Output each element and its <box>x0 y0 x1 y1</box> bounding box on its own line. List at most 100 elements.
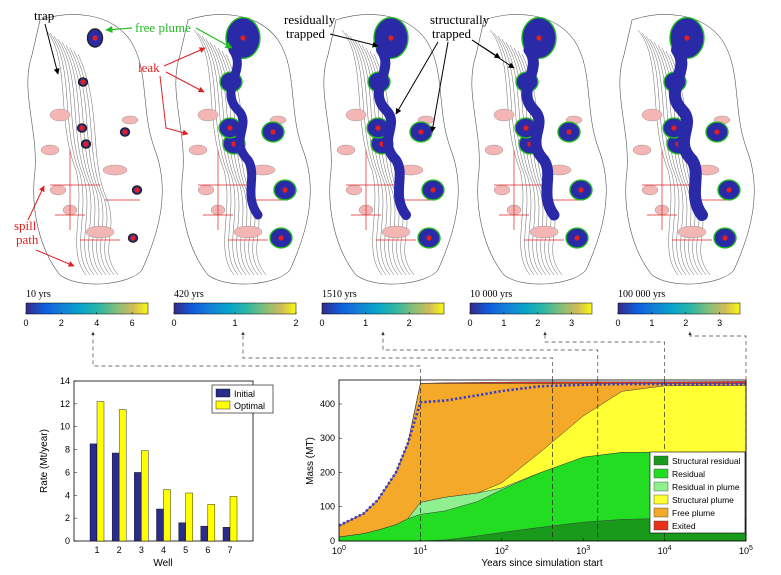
injection-well-marker <box>240 35 245 40</box>
bar-x-tick-label: 5 <box>183 545 188 555</box>
bar-optimal <box>164 490 171 541</box>
trap-region <box>103 165 127 175</box>
injection-well-marker <box>79 125 84 130</box>
trap-region <box>494 185 510 195</box>
injection-well-marker <box>726 187 731 192</box>
injection-well-marker <box>80 79 85 84</box>
bar-y-tick-label: 4 <box>65 490 70 500</box>
bar-x-tick-label: 6 <box>205 545 210 555</box>
bar-initial <box>201 526 208 541</box>
bar-y-tick-label: 14 <box>60 376 70 386</box>
trap-region <box>337 145 355 155</box>
leak-label: leak <box>138 60 160 75</box>
colorbar-tick-label: 3 <box>717 318 722 328</box>
time-connector <box>93 332 420 380</box>
colorbar-tick-label: 6 <box>130 318 135 328</box>
bar-x-tick-label: 7 <box>227 545 232 555</box>
colorbar-tick-label: 3 <box>569 318 574 328</box>
injection-well-marker <box>227 125 232 130</box>
bar-optimal <box>97 402 104 541</box>
injection-well-marker <box>418 129 423 134</box>
bar-initial <box>134 472 141 541</box>
mass-y-tick-label: 400 <box>320 399 335 409</box>
bar-initial <box>179 523 186 541</box>
trap-region <box>346 109 366 121</box>
injection-well-marker <box>130 235 135 240</box>
injection-well-marker <box>388 35 393 40</box>
snapshot-time-label: 420 yrs <box>174 289 204 300</box>
mass-x-tick-label: 104 <box>658 545 672 556</box>
trap-region <box>642 109 662 121</box>
mass-legend-label: Free plume <box>672 508 715 518</box>
mass-x-tick-label: 101 <box>413 545 427 556</box>
snapshot-time-label: 10 000 yrs <box>470 289 512 300</box>
trap-region <box>50 185 66 195</box>
injection-well-marker <box>282 187 287 192</box>
mass-chart-ylabel: Mass (MT) <box>305 437 316 485</box>
colorbar-tick-label: 4 <box>94 318 99 328</box>
colorbar-tick-label: 0 <box>23 318 28 328</box>
trap-region <box>122 116 138 124</box>
injection-well-marker <box>270 129 275 134</box>
colorbar-tick-label: 1 <box>363 318 368 328</box>
mass-legend-swatch <box>654 521 668 530</box>
injection-well-marker <box>578 187 583 192</box>
bar-y-tick-label: 6 <box>65 467 70 477</box>
mass-legend-label: Exited <box>672 521 696 531</box>
bar-chart-ylabel: Rate (Mt/year) <box>39 429 50 493</box>
map-panel <box>472 15 606 285</box>
trap-label: trap <box>34 8 54 23</box>
colorbar-tick-label: 0 <box>319 318 324 328</box>
map-panels <box>28 15 754 285</box>
mass-legend-swatch <box>654 469 668 478</box>
injection-well-marker <box>714 129 719 134</box>
mass-legend-swatch <box>654 456 668 465</box>
figure: 10 yrs0 2 4 6420 yrs0 1 21510 yrs0 1 210 000 yr… <box>0 0 781 575</box>
injection-well-marker <box>523 125 528 130</box>
bar-initial <box>112 453 119 541</box>
colorbar-tick-label: 0 <box>467 318 472 328</box>
mass-chart-legend: Structural residual Residual Residual in p… <box>650 452 745 533</box>
residually-label-2: trapped <box>286 26 325 41</box>
injection-well-marker <box>134 187 139 192</box>
mass-x-tick-label: 100 <box>332 545 346 556</box>
free-plume-label: free plume <box>135 20 191 35</box>
bar-chart: 02468101214 1234567 Rate (Mt/year) Well … <box>39 376 273 569</box>
trap-region <box>234 226 262 238</box>
injection-well-marker <box>426 235 431 240</box>
bar-x-tick-label: 1 <box>94 545 99 555</box>
colorbar-tick-label: 1 <box>501 318 506 328</box>
time-connector <box>383 332 598 380</box>
bar-y-tick-label: 2 <box>65 513 70 523</box>
trap-region <box>530 226 558 238</box>
mass-legend-label: Residual in plume <box>672 482 740 492</box>
bar-legend-optimal-swatch <box>216 401 230 409</box>
structurally-label-1: structurally <box>430 12 490 27</box>
mass-legend-label: Structural plume <box>672 495 734 505</box>
injection-well-marker <box>92 35 97 40</box>
injection-well-marker <box>566 129 571 134</box>
colorbar-tick-label: 1 <box>649 318 654 328</box>
bar-legend-optimal-label: Optimal <box>234 401 265 411</box>
colorbar <box>470 303 592 314</box>
injection-well-marker <box>574 235 579 240</box>
mass-y-tick-label: 100 <box>320 502 335 512</box>
map-panel <box>324 15 458 285</box>
bar-x-tick-label: 3 <box>139 545 144 555</box>
colorbar <box>618 303 740 314</box>
mass-x-tick-label: 105 <box>739 545 753 556</box>
trap-region <box>50 109 70 121</box>
trap-region <box>346 185 362 195</box>
injection-well-marker <box>722 235 727 240</box>
colorbar-tick-label: 2 <box>407 318 412 328</box>
colorbar-tick-label: 2 <box>59 318 64 328</box>
injection-well-marker <box>278 235 283 240</box>
mass-legend-label: Residual <box>672 469 705 479</box>
trap-region <box>642 185 658 195</box>
map-panel <box>176 15 310 285</box>
injection-well-marker <box>122 129 127 134</box>
injection-well-marker <box>375 125 380 130</box>
injection-well-marker <box>671 125 676 130</box>
path-label: path <box>16 232 39 247</box>
